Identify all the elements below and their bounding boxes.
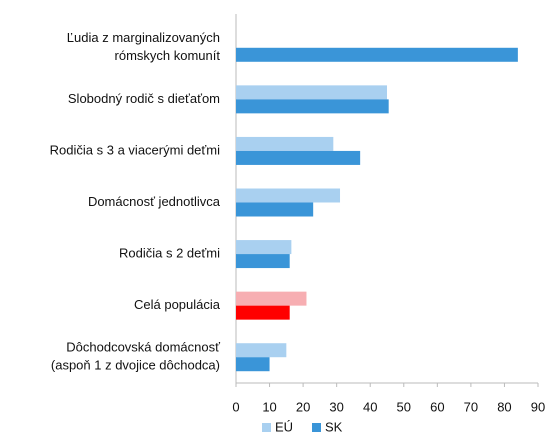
x-tick-label: 60: [430, 399, 444, 414]
bar: [236, 291, 307, 306]
bar: [236, 85, 387, 100]
legend-swatch: [312, 423, 321, 432]
bar: [236, 47, 518, 62]
x-tick-label: 50: [397, 399, 411, 414]
bar: [236, 343, 287, 358]
bar: [236, 99, 389, 114]
y-tick-label: Domácnosť jednotlivca: [88, 194, 221, 209]
legend-label: SK: [325, 419, 343, 434]
x-tick-label: 30: [329, 399, 343, 414]
bar: [236, 240, 292, 255]
y-tick-label: Rodičia s 3 a viacerými deťmi: [50, 142, 220, 157]
y-tick-label: rómskych komunít: [115, 48, 221, 63]
bar: [236, 202, 314, 217]
legend-swatch: [262, 423, 271, 432]
x-tick-label: 0: [232, 399, 239, 414]
bar: [236, 150, 361, 165]
y-tick-label: Celá populácia: [134, 297, 221, 312]
y-tick-label: (aspoň 1 z dvojice dôchodca): [51, 358, 220, 373]
y-tick-label: Dôchodcovská domácnosť: [66, 340, 220, 355]
x-tick-label: 80: [497, 399, 511, 414]
x-tick-label: 20: [296, 399, 310, 414]
bar: [236, 305, 290, 320]
legend-label: EÚ: [275, 419, 293, 434]
x-tick-label: 10: [262, 399, 276, 414]
x-tick-label: 40: [363, 399, 377, 414]
x-tick-label: 90: [531, 399, 545, 414]
bar: [236, 357, 270, 372]
y-tick-label: Slobodný rodič s dieťaťom: [68, 91, 220, 106]
y-tick-label: Ľudia z marginalizovaných: [67, 30, 220, 45]
bar: [236, 188, 341, 203]
x-tick-label: 70: [464, 399, 478, 414]
bar: [236, 136, 334, 151]
y-tick-label: Rodičia s 2 deťmi: [119, 246, 220, 261]
bar: [236, 254, 290, 269]
